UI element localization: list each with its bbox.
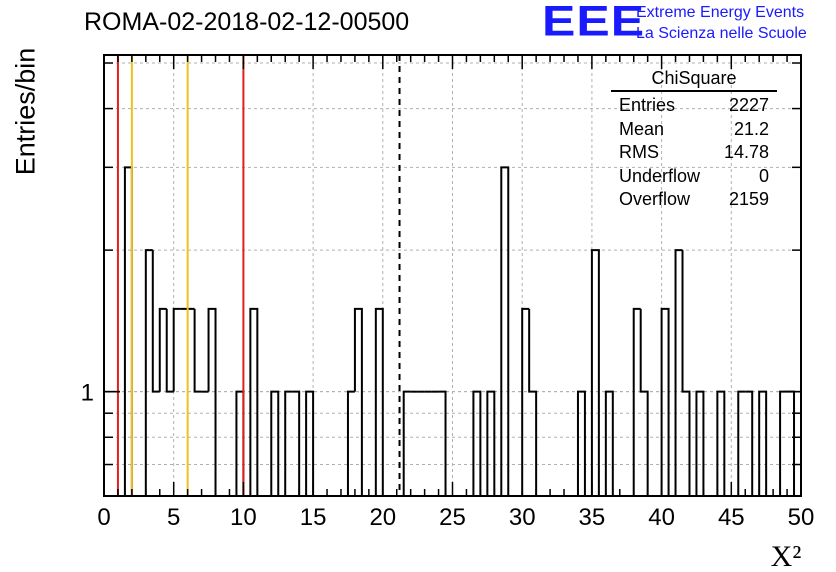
histogram-bar [235,390,245,496]
x-tick-label: 10 [230,504,257,531]
histogram-bar [158,307,167,392]
x-tick-label: 35 [579,504,606,531]
stats-row-underflow: Underflow 0 [611,165,777,189]
stats-label: Mean [619,118,665,139]
histogram-bar [270,390,280,496]
histogram-bar [346,390,355,496]
eee-logo: EEE [542,0,646,46]
histogram-bar [305,390,315,496]
stats-label: Overflow [619,189,691,209]
x-tick-label: 45 [718,504,745,531]
marker-lines [116,55,401,496]
stats-value: 2159 [728,189,769,209]
histogram-bar [590,249,600,496]
x-tick-label: 25 [439,504,466,531]
y-axis-label: Entries/bin [10,47,41,176]
histogram-bar [438,390,447,496]
histogram-bar [521,307,530,496]
histogram-bar [165,308,174,393]
histogram-bar [144,249,153,496]
histogram-bar [528,308,538,496]
histogram-bar [695,390,705,496]
histogram-bar [292,390,301,496]
histogram-bar [632,307,641,496]
histogram-bar [576,390,586,496]
x-tick-label: 20 [369,504,396,531]
histogram-bar [249,307,259,496]
histogram-bar [674,249,683,496]
histogram-bar [681,250,691,496]
stats-row-mean: Mean 21.2 [611,118,777,142]
x-tick-label: 40 [648,504,675,531]
stats-value: 14.78 [723,142,769,162]
histogram-bars [123,166,796,496]
histogram-bar [193,308,202,393]
histogram-bar [758,390,768,496]
histogram-bar [737,390,746,496]
histogram-bar [402,390,411,496]
histogram-bar [660,307,670,496]
stats-value: 21.2 [733,118,769,139]
stats-value: 0 [758,165,769,186]
x-tick-label: 0 [97,504,110,531]
histogram-bar [151,250,160,393]
axis-ticks [103,55,802,497]
stats-row-rms: RMS 14.78 [611,141,777,165]
histogram-bar [472,390,482,496]
histogram-bar [353,307,363,496]
stats-divider [611,90,777,92]
stats-box: ChiSquare Entries 2227 Mean 21.2 RMS 14.… [611,66,777,212]
stats-label: Entries [619,95,676,115]
histogram-bar [207,307,217,496]
stats-value: 2227 [728,95,769,115]
histogram-bar [284,390,293,496]
histogram-bar [716,390,726,496]
stats-label: Underflow [619,165,701,186]
logo-line-1: Extreme Energy Events [636,4,805,21]
x-tick-label: 5 [167,504,180,531]
logo-line-2: La Scienza nelle Scuole [636,25,807,42]
x-tick-label: 15 [300,504,327,531]
histogram-bar [172,307,181,392]
stats-row-entries: Entries 2227 [611,94,777,118]
histogram-bar [500,166,510,496]
histogram-bar [123,166,133,496]
histogram-bar [779,390,788,496]
chart-title: ROMA-02-2018-02-12-00500 [84,8,410,36]
histogram-bar [374,307,384,496]
tick-labels: 0 5 10 15 20 25 30 35 40 45 50 1 [81,380,815,531]
histogram-bar [745,390,754,496]
histogram-bar [787,390,796,496]
stats-label: RMS [619,142,659,162]
x-tick-label: 50 [788,504,815,531]
histogram-bar [639,308,649,496]
x-axis-label: X² [771,540,802,572]
x-tick-label: 30 [509,504,536,531]
histogram-bar [486,390,496,496]
stats-row-overflow: Overflow 2159 [611,188,777,212]
y-tick-label: 1 [81,380,94,407]
stats-title: ChiSquare [651,68,737,88]
histogram-bar [604,390,614,496]
